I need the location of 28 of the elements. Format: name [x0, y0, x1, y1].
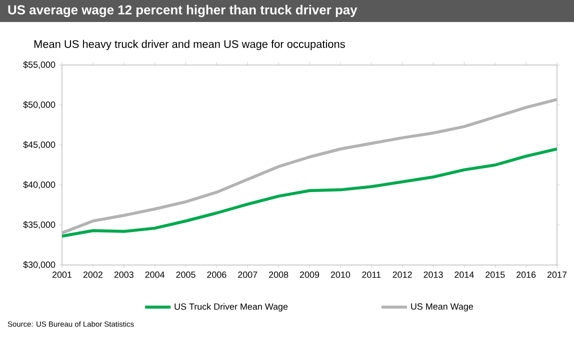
x-tick-label: 2014 [454, 272, 474, 278]
line-series [62, 98, 558, 234]
chart-subtitle: Mean US heavy truck driver and mean US wage for occupations [34, 40, 345, 50]
x-tick-label: 2006 [207, 272, 226, 278]
y-tick-label: $50,000 [23, 101, 56, 109]
x-tick-label: 2017 [547, 272, 567, 278]
x-tick-label: 2004 [145, 272, 165, 278]
x-tick-label: 2002 [83, 272, 102, 278]
x-tick-label: 2005 [176, 272, 196, 278]
legend-label: US Mean Wage [411, 303, 474, 312]
y-tick-label: $55,000 [23, 61, 56, 69]
x-tick-label: 2010 [330, 272, 350, 278]
x-tick-label: 2001 [52, 272, 72, 278]
x-tick-label: 2009 [300, 272, 320, 278]
x-tick-label: 2015 [486, 272, 505, 278]
x-tick-label: 2003 [114, 272, 134, 278]
x-tick-label: 2011 [362, 272, 381, 278]
x-tick-label: 2013 [424, 272, 443, 278]
x-tick-label: 2016 [516, 272, 536, 278]
x-tick-label: 2008 [269, 272, 288, 278]
x-tick-label: 2007 [238, 272, 258, 278]
y-tick-label: $40,000 [23, 181, 56, 189]
y-tick-label: $30,000 [23, 261, 56, 269]
y-tick-label: $45,000 [23, 141, 56, 149]
chart-title: US average wage 12 percent higher than truck driver pay [8, 4, 358, 18]
y-tick-label: $35,000 [23, 221, 56, 229]
x-tick-label: 2012 [392, 272, 412, 278]
legend-label: US Truck Driver Mean Wage [174, 303, 288, 312]
